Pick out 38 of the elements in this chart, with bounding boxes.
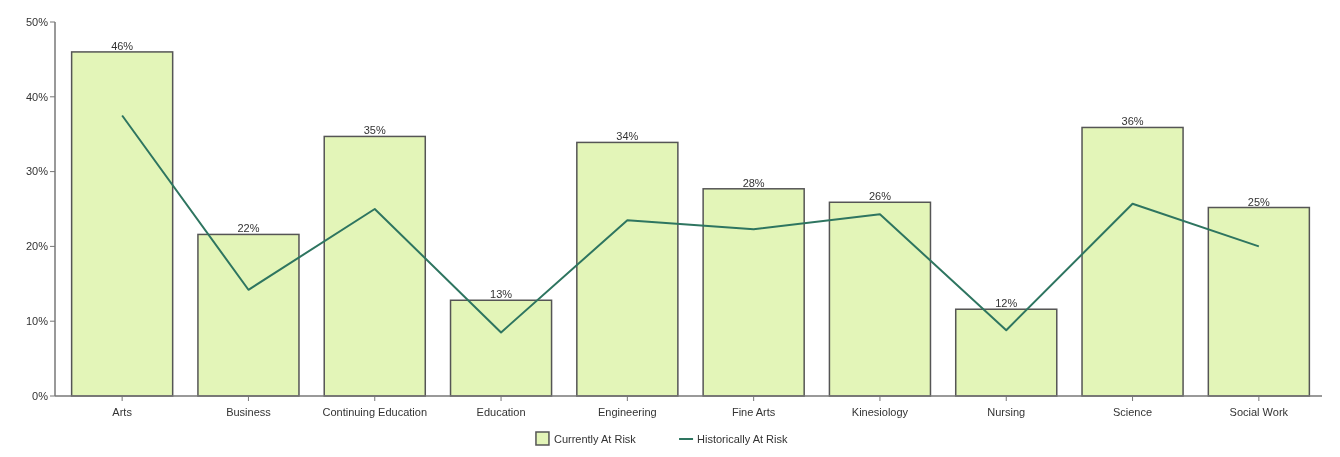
data-label: 34% [616,130,639,143]
data-label: 12% [995,297,1018,310]
bar [449,299,553,397]
x-tick-label: Social Work [1229,406,1289,418]
x-tick-label: Arts [112,406,133,418]
bar [954,308,1058,397]
data-label: 25% [1247,195,1271,208]
data-label: 26% [868,190,892,203]
data-label: 36% [1121,115,1144,128]
x-tick-label: Continuing Education [322,406,428,418]
x-tick-label: Business [226,406,272,418]
bar [323,135,427,397]
x-tick-label: Fine Arts [731,406,776,418]
data-label: 13% [490,288,513,301]
data-label: 22% [237,222,260,235]
bar [1207,206,1311,397]
y-tick-label: 30% [25,165,49,178]
bar [702,188,805,397]
legend-label: Historically At Risk [697,432,789,445]
data-label: 28% [742,176,765,189]
y-tick-label: 20% [25,240,49,253]
data-label: 35% [363,124,386,137]
y-tick-label: 0% [32,389,49,402]
bar [1081,126,1184,397]
data-label: 46% [111,39,134,52]
bar [197,233,300,397]
y-tick-label: 50% [25,15,49,28]
bar [70,51,174,397]
bar [828,201,932,397]
y-tick-label: 10% [25,315,49,328]
bar [576,141,679,397]
x-tick-label: Kinesiology [851,406,909,418]
y-tick-label: 40% [25,90,49,103]
x-tick-label: Nursing [987,406,1026,418]
legend-label: Currently At Risk [553,432,637,445]
x-tick-label: Engineering [597,406,657,418]
x-tick-label: Education [476,406,526,418]
x-tick-label: Science [1112,406,1153,418]
